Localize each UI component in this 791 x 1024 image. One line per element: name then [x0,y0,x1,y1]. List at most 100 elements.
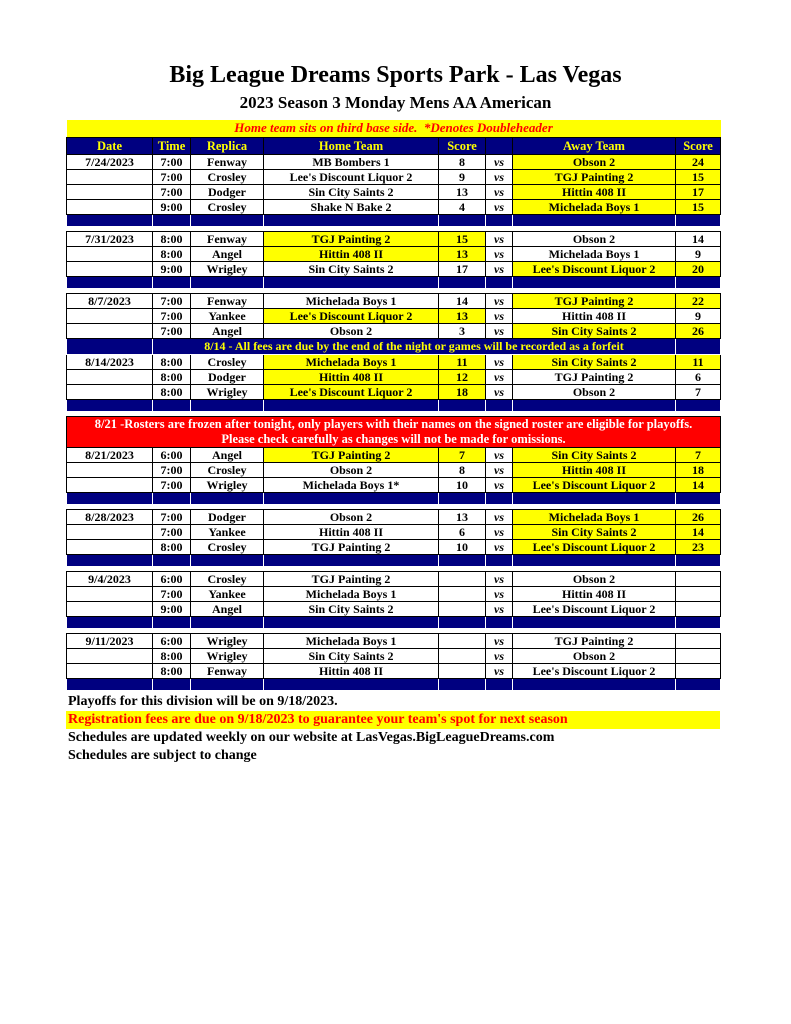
vs-cell: vs [485,461,513,478]
separator-cell [438,677,486,691]
away-team-cell: Sin City Saints 2 [512,353,676,370]
date-cell [66,307,153,324]
away-team-cell: Sin City Saints 2 [512,523,676,540]
replica-cell: Wrigley [190,260,264,277]
spacer-cell [66,226,721,231]
away-team-cell: Lee's Discount Liquor 2 [512,538,676,555]
date-cell [66,183,153,200]
home-team-cell: TGJ Painting 2 [263,538,439,555]
time-cell: 8:00 [152,662,191,679]
away-score-cell [675,662,721,679]
vs-cell: vs [485,260,513,277]
separator-cell [438,398,486,412]
separator-cell [263,491,439,505]
date-cell [66,538,153,555]
home-score-cell [438,647,486,664]
vs-cell: vs [485,662,513,679]
home-score-cell [438,570,486,587]
vs-cell: vs [485,153,513,170]
time-cell: 8:00 [152,647,191,664]
replica-cell: Crosley [190,168,264,185]
replica-cell: Angel [190,245,264,262]
vs-cell: vs [485,292,513,309]
separator-cell [512,553,676,567]
replica-cell: Wrigley [190,632,264,649]
away-team-cell: Sin City Saints 2 [512,322,676,339]
header-away-team: Away Team [512,136,676,155]
date-cell [66,600,153,617]
time-cell: 7:00 [152,292,191,309]
away-team-cell: Obson 2 [512,153,676,170]
away-score-cell: 15 [675,168,721,185]
away-team-cell: TGJ Painting 2 [512,368,676,385]
away-team-cell: Lee's Discount Liquor 2 [512,260,676,277]
game-row: 8:00 Angel Hittin 408 II 13 vs Michelada Boys… [66,245,721,262]
home-team-cell: Michelada Boys 1 [263,632,439,649]
separator-cell [512,491,676,505]
home-score-cell: 4 [438,198,486,215]
away-team-cell: Obson 2 [512,570,676,587]
replica-cell: Fenway [190,153,264,170]
game-row: 8:00 Wrigley Lee's Discount Liquor 2 18 vs Ob… [66,383,721,400]
page-subtitle: 2023 Season 3 Monday Mens AA American [239,93,552,112]
away-score-cell: 14 [675,523,721,540]
game-row: 7:00 Yankee Hittin 408 II 6 vs Sin City Saint… [66,523,721,540]
game-row: 8:00 Crosley TGJ Painting 2 10 vs Lee's Disco… [66,538,721,555]
game-row: 7:00 Dodger Sin City Saints 2 13 vs Hittin 40… [66,183,721,200]
home-team-cell: Lee's Discount Liquor 2 [263,168,439,185]
separator-row [66,213,721,227]
roster-notice-text: 8/21 -Rosters are frozen after tonight, … [66,415,721,448]
date-cell [66,585,153,602]
away-team-cell: Sin City Saints 2 [512,446,676,463]
separator-cell [66,677,153,691]
game-row: 8/14/2023 8:00 Crosley Michelada Boys 1 11 vs… [66,353,721,370]
home-team-cell: TGJ Painting 2 [263,570,439,587]
footer: Playoffs for this division will be on 9/… [66,693,720,765]
away-team-cell: TGJ Painting 2 [512,292,676,309]
replica-cell: Crosley [190,538,264,555]
away-score-cell: 20 [675,260,721,277]
separator-cell [66,213,153,227]
separator-cell [152,491,191,505]
game-row: 8:00 Fenway Hittin 408 II vs Lee's Discount … [66,662,721,679]
separator-cell [152,275,191,289]
separator-cell [66,398,153,412]
away-team-cell: Lee's Discount Liquor 2 [512,600,676,617]
separator-row [66,491,721,505]
away-score-cell: 14 [675,230,721,247]
separator-cell [190,615,264,629]
replica-cell: Crosley [190,570,264,587]
away-score-cell: 11 [675,353,721,370]
home-team-cell: Lee's Discount Liquor 2 [263,307,439,324]
away-team-cell: Michelada Boys 1 [512,245,676,262]
away-team-cell: Lee's Discount Liquor 2 [512,662,676,679]
game-row: 7:00 Angel Obson 2 3 vs Sin City Saints 2 26 [66,322,721,339]
vs-cell: vs [485,198,513,215]
away-team-cell: Hittin 408 II [512,307,676,324]
home-score-cell: 14 [438,292,486,309]
separator-cell [152,398,191,412]
separator-cell [190,275,264,289]
game-row: 7:00 Yankee Michelada Boys 1 vs Hittin 408 I… [66,585,721,602]
home-score-cell: 13 [438,183,486,200]
separator-cell [485,275,513,289]
away-score-cell: 7 [675,446,721,463]
away-score-cell: 23 [675,538,721,555]
away-score-cell: 14 [675,476,721,493]
home-score-cell [438,632,486,649]
replica-cell: Wrigley [190,383,264,400]
home-score-cell: 11 [438,353,486,370]
vs-cell: vs [485,585,513,602]
vs-cell: vs [485,647,513,664]
fees-notice-edge [675,337,721,355]
date-cell [66,461,153,478]
separator-cell [438,615,486,629]
separator-cell [485,553,513,567]
game-row: 9/11/2023 6:00 Wrigley Michelada Boys 1 vs TG… [66,632,721,649]
replica-cell: Angel [190,446,264,463]
separator-cell [485,615,513,629]
game-row: 7/31/2023 8:00 Fenway TGJ Painting 2 15 vs Obs… [66,230,721,247]
separator-cell [66,275,153,289]
date-cell [66,383,153,400]
separator-cell [190,213,264,227]
